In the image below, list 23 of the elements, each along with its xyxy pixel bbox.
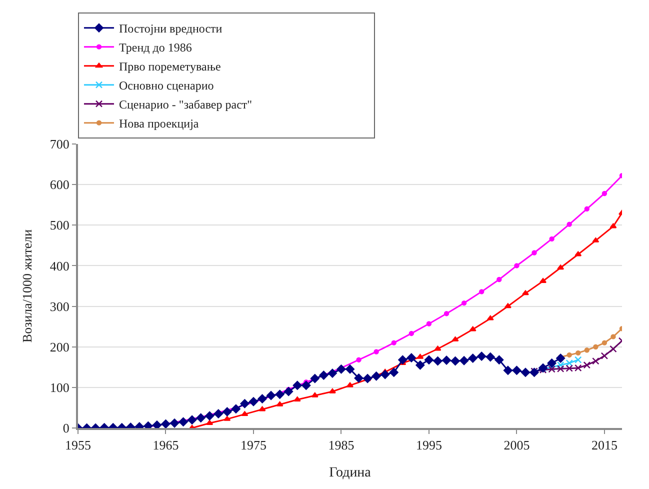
- x-tick-label: 1995: [416, 438, 442, 453]
- y-tick-label: 400: [50, 258, 70, 274]
- legend-label: Тренд до 1986: [119, 40, 192, 54]
- x-tick-label: 1975: [240, 438, 266, 453]
- legend-label: Постојни вредности: [119, 22, 223, 36]
- y-tick-label: 200: [50, 339, 70, 354]
- x-tick-label: 2005: [504, 438, 530, 453]
- legend-label: Прво пореметување: [119, 60, 221, 74]
- y-tick-label: 700: [50, 136, 70, 152]
- y-tick-label: 300: [50, 298, 70, 314]
- y-tick-label: 0: [62, 420, 70, 436]
- x-tick-label: 2015: [591, 438, 618, 453]
- x-tick-label: 1985: [328, 438, 354, 453]
- x-tick-label: 1965: [152, 438, 179, 453]
- x-axis-title: Година: [329, 465, 372, 480]
- legend-label: Сценарио - "забавер раст": [119, 98, 252, 112]
- x-tick-label: 1955: [65, 438, 91, 453]
- y-tick-label: 100: [50, 380, 70, 395]
- legend-label: Нова проекција: [119, 116, 200, 130]
- y-tick-label: 500: [50, 218, 70, 233]
- legend-label: Основно сценарио: [119, 78, 214, 92]
- y-axis-title: Возила/1000 жители: [19, 229, 34, 343]
- y-tick-label: 600: [50, 177, 70, 192]
